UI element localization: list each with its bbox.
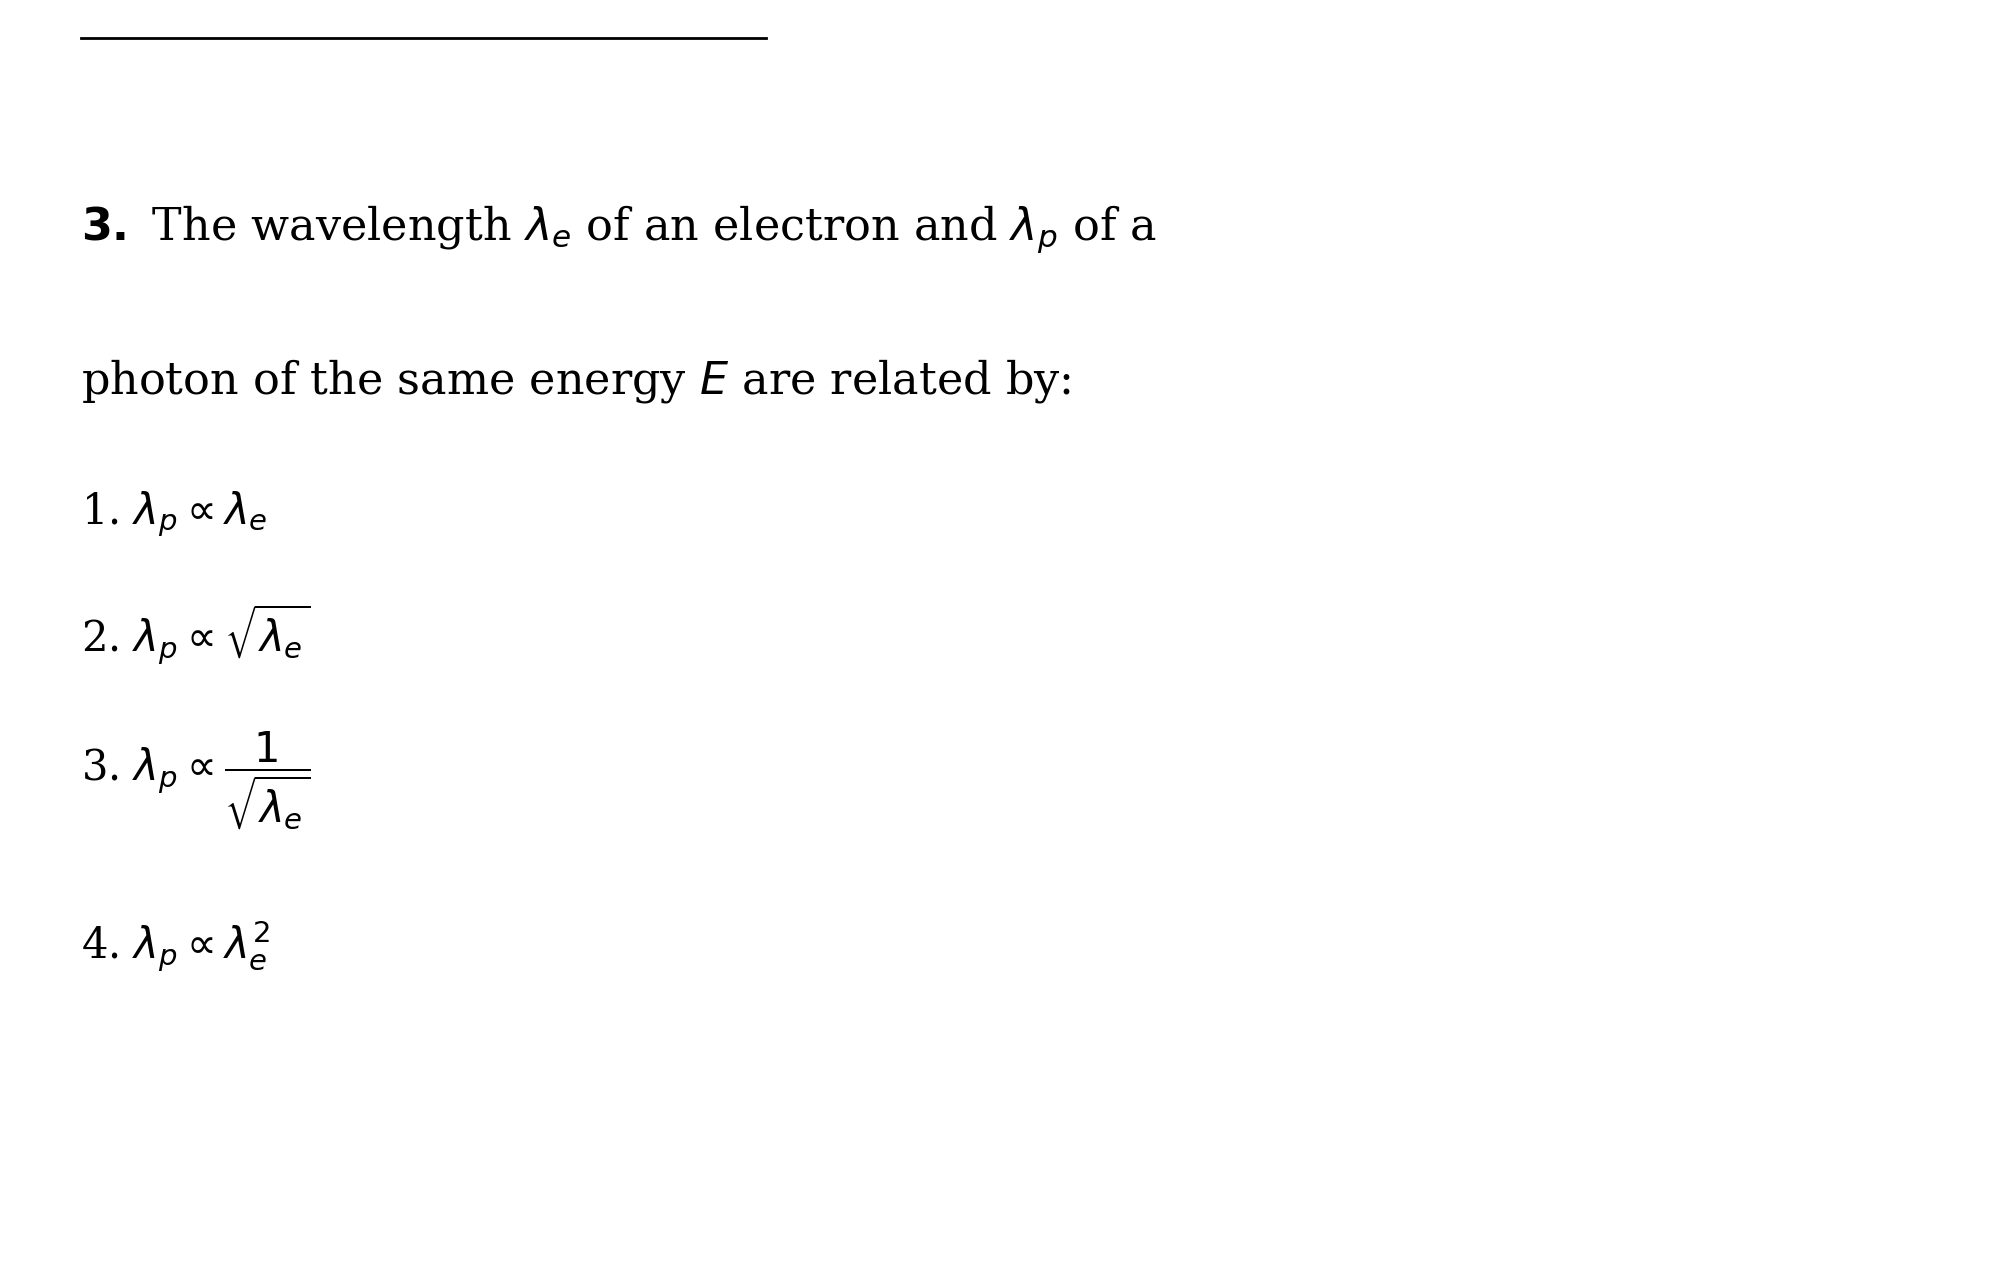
Text: 3. $\lambda_p \propto \dfrac{1}{\sqrt{\lambda_e}}$: 3. $\lambda_p \propto \dfrac{1}{\sqrt{\l… — [81, 730, 310, 832]
Text: 1. $\lambda_p \propto \lambda_e$: 1. $\lambda_p \propto \lambda_e$ — [81, 489, 266, 540]
Text: 4. $\lambda_p \propto \lambda_e^2$: 4. $\lambda_p \propto \lambda_e^2$ — [81, 918, 270, 974]
Text: 2. $\lambda_p \propto \sqrt{\lambda_e}$: 2. $\lambda_p \propto \sqrt{\lambda_e}$ — [81, 603, 310, 667]
Text: photon of the same energy $\mathit{E}$ are related by:: photon of the same energy $\mathit{E}$ a… — [81, 357, 1070, 405]
Text: $\mathbf{3.}$ The wavelength $\lambda_e$ of an electron and $\lambda_p$ of a: $\mathbf{3.}$ The wavelength $\lambda_e$… — [81, 203, 1157, 254]
